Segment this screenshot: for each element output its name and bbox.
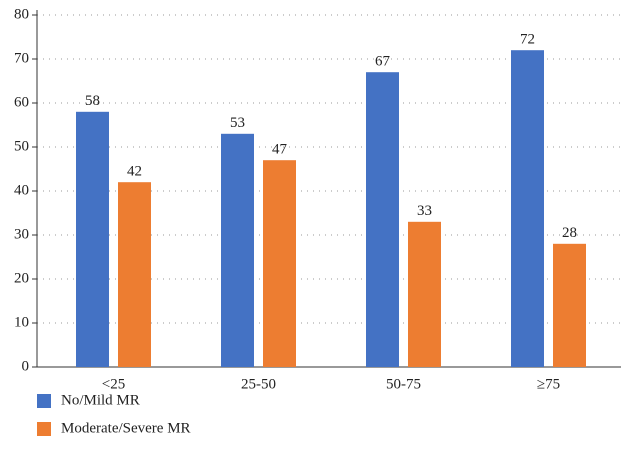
y-tick-label: 70 [14,50,29,66]
y-tick-label: 20 [14,270,29,286]
y-tick-label: 30 [14,226,29,242]
bar [263,160,296,367]
y-tick-label: 80 [14,6,29,22]
value-label: 53 [230,115,245,131]
value-label: 47 [272,142,288,158]
bar [511,50,544,367]
legend-swatch [37,394,51,408]
value-label: 67 [375,54,391,70]
y-tick-label: 60 [14,94,29,110]
value-label: 72 [520,32,535,48]
legend-label: No/Mild MR [61,392,140,408]
y-tick-label: 0 [22,358,30,374]
value-label: 58 [85,93,100,109]
value-label: 28 [562,225,577,241]
bar [408,221,441,367]
bar [221,133,254,367]
x-tick-label: 25-50 [241,376,276,392]
bar [553,243,586,367]
value-label: 33 [417,203,432,219]
legend-label: Moderate/Severe MR [61,420,191,436]
legend-swatch [37,422,51,436]
bar [366,72,399,367]
y-tick-label: 40 [14,182,29,198]
bar [76,111,109,367]
y-tick-label: 50 [14,138,29,154]
bar [118,182,151,367]
x-tick-label: ≥75 [537,376,560,392]
value-label: 42 [127,164,142,180]
y-tick-label: 10 [14,314,29,330]
x-tick-label: <25 [102,376,125,392]
x-tick-label: 50-75 [386,376,421,392]
